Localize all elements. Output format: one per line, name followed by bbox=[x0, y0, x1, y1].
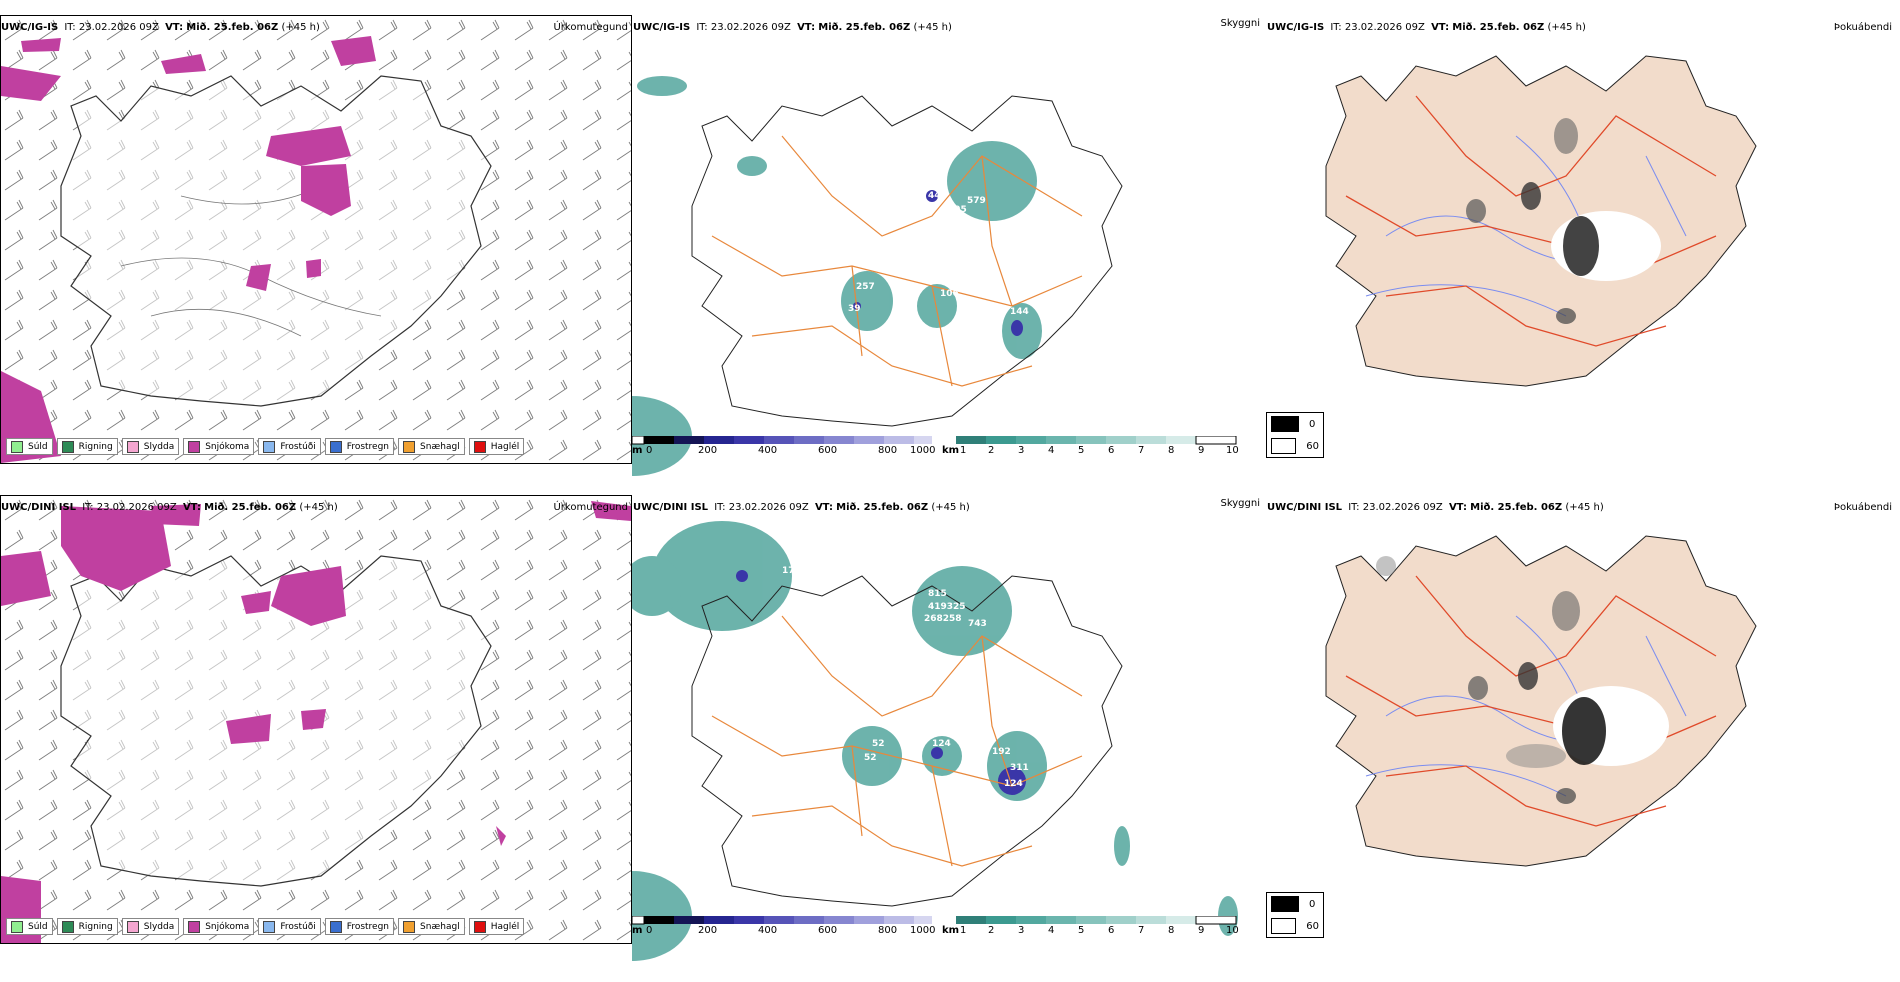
precip-panel-row1: Súld Rigning Slydda Snjókoma Frostúði Fr… bbox=[0, 0, 632, 466]
legend-item-haglel: Haglél bbox=[468, 438, 525, 455]
fog-legend-item: 60 bbox=[1267, 435, 1323, 457]
fog-areas bbox=[1466, 118, 1661, 324]
vis-label: 268258 bbox=[924, 614, 962, 624]
legend-item-slydda: Slydda bbox=[121, 918, 180, 935]
visibility-panel-row2: 170 815 419325 507 268258 743 52 52 124 … bbox=[632, 480, 1264, 961]
vis-label: 311 bbox=[1010, 763, 1029, 773]
fog-header: UWC/DINI ISL IT: 23.02.2026 09Z VT: Mið.… bbox=[1267, 502, 1604, 513]
vis-label: 419325 bbox=[928, 602, 966, 612]
fog-panel-row2: UWC/DINI ISL IT: 23.02.2026 09Z VT: Mið.… bbox=[1266, 480, 1898, 946]
visibility-m-areas bbox=[736, 570, 1026, 795]
visibility-header: UWC/DINI ISL IT: 23.02.2026 09Z VT: Mið.… bbox=[633, 502, 970, 513]
visibility-map: 874 44 579 795 257 39 106 144 72 bbox=[632, 76, 1123, 476]
fog-legend: 0 60 bbox=[1266, 412, 1324, 458]
fog-legend-item: 0 bbox=[1267, 893, 1323, 915]
legend-item-frostudi: Frostúði bbox=[258, 918, 321, 935]
vis-label: 815 bbox=[928, 589, 947, 599]
precip-map-frame: Súld Rigning Slydda Snjókoma Frostúði Fr… bbox=[0, 495, 632, 944]
precip-header: UWC/DINI ISL IT: 23.02.2026 09Z VT: Mið.… bbox=[1, 502, 338, 513]
vis-label: 22 bbox=[930, 865, 943, 875]
visibility-panel-row1: 874 44 579 795 257 39 106 144 72 UWC/IG-… bbox=[632, 0, 1264, 476]
precip-title: Úrkomutegund bbox=[553, 502, 628, 513]
visibility-title: Skyggni bbox=[1220, 18, 1260, 29]
vis-label: 106 bbox=[940, 289, 959, 299]
vis-label: 257 bbox=[856, 282, 875, 292]
vis-label: 44 bbox=[928, 191, 941, 201]
vis-label: 52 bbox=[872, 739, 885, 749]
legend-item-frostudi: Frostúði bbox=[258, 438, 321, 455]
precip-header: UWC/IG-IS IT: 23.02.2026 09Z VT: Mið. 25… bbox=[1, 22, 320, 33]
legend-item-snjokoma: Snjókoma bbox=[183, 918, 255, 935]
iceland-outline bbox=[60, 75, 492, 407]
legend-item-rigning: Rigning bbox=[56, 438, 118, 455]
fog-areas bbox=[1376, 556, 1669, 804]
iceland-land bbox=[1325, 535, 1757, 867]
fog-legend-item: 0 bbox=[1267, 413, 1323, 435]
vis-label: 507 bbox=[890, 612, 909, 622]
precip-map bbox=[1, 16, 631, 463]
fog-panel-row1: UWC/IG-IS IT: 23.02.2026 09Z VT: Mið. 25… bbox=[1266, 0, 1898, 466]
vis-label: 743 bbox=[968, 619, 987, 629]
vis-label: 124 bbox=[1004, 779, 1023, 789]
legend-item-frostregn: Frostregn bbox=[324, 438, 395, 455]
fog-title: Þokuábendi bbox=[1833, 502, 1892, 513]
fog-map bbox=[1325, 535, 1757, 867]
fog-legend-item: 60 bbox=[1267, 915, 1323, 937]
legend-item-frostregn: Frostregn bbox=[324, 918, 395, 935]
vis-label: 579 bbox=[967, 196, 986, 206]
visibility-km-colorbar: km 1 2 3 4 5 6 7 8 9 10 bbox=[942, 436, 1262, 466]
legend-item-snjokoma: Snjókoma bbox=[183, 438, 255, 455]
legend-item-snaehagl: Snæhagl bbox=[398, 438, 465, 455]
visibility-m-colorbar: m 0 200 400 600 800 1000 bbox=[632, 436, 942, 466]
legend-item-slydda: Slydda bbox=[121, 438, 180, 455]
legend-item-rigning: Rigning bbox=[56, 918, 118, 935]
vis-label: 72 bbox=[932, 421, 945, 431]
visibility-map: 170 815 419325 507 268258 743 52 52 124 … bbox=[632, 521, 1238, 961]
legend-item-sudd: Súld bbox=[6, 918, 53, 935]
visibility-km-areas bbox=[632, 76, 1042, 476]
precip-title: Úrkomutegund bbox=[553, 22, 628, 33]
legend-item-sudd: Súld bbox=[6, 438, 53, 455]
vis-label: 124 bbox=[932, 739, 951, 749]
vis-label: 192 bbox=[992, 747, 1011, 757]
vis-label: 52 bbox=[864, 753, 877, 763]
fog-map bbox=[1325, 55, 1757, 387]
precip-panel-row2: Súld Rigning Slydda Snjókoma Frostúði Fr… bbox=[0, 480, 632, 946]
roads bbox=[1345, 95, 1717, 347]
iceland-outline bbox=[691, 95, 1123, 427]
visibility-m-colorbar: m 0 200 400 600 800 1000 bbox=[632, 916, 942, 946]
vis-label: 874 bbox=[930, 161, 949, 171]
roads bbox=[711, 135, 1083, 387]
roads bbox=[711, 615, 1083, 867]
iceland-outline bbox=[691, 575, 1123, 907]
visibility-km-colorbar: km 1 2 3 4 5 6 7 8 9 10 bbox=[942, 916, 1262, 946]
visibility-header: UWC/IG-IS IT: 23.02.2026 09Z VT: Mið. 25… bbox=[633, 22, 952, 33]
vis-label: 170 bbox=[782, 566, 801, 576]
vis-label: 144 bbox=[1010, 307, 1029, 317]
precip-type-legend: Súld Rigning Slydda Snjókoma Frostúði Fr… bbox=[6, 918, 528, 935]
fog-title: Þokuábendi bbox=[1833, 22, 1892, 33]
visibility-title: Skyggni bbox=[1220, 498, 1260, 509]
fog-header: UWC/IG-IS IT: 23.02.2026 09Z VT: Mið. 25… bbox=[1267, 22, 1586, 33]
legend-item-haglel: Haglél bbox=[468, 918, 525, 935]
precip-map-frame: Súld Rigning Slydda Snjókoma Frostúði Fr… bbox=[0, 15, 632, 464]
precip-type-legend: Súld Rigning Slydda Snjókoma Frostúði Fr… bbox=[6, 438, 528, 455]
vis-label: 39 bbox=[848, 304, 861, 314]
precip-map bbox=[1, 496, 631, 943]
fog-legend: 0 60 bbox=[1266, 892, 1324, 938]
legend-item-snaehagl: Snæhagl bbox=[398, 918, 465, 935]
iceland-land bbox=[1325, 55, 1757, 387]
vis-label: 795 bbox=[948, 205, 967, 215]
snow-areas bbox=[1, 501, 631, 943]
